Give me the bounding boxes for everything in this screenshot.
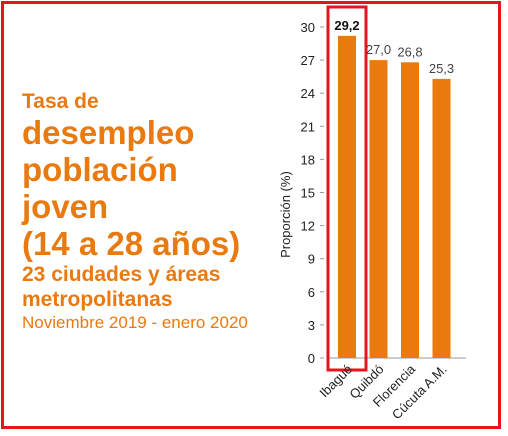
y-tick-label: 12 (301, 219, 315, 234)
y-tick-label: 21 (301, 119, 315, 134)
y-tick-label: 9 (308, 252, 315, 267)
title-line-8: Noviembre 2019 - enero 2020 (22, 313, 248, 332)
title-block: Tasa de desempleo población joven (14 a … (22, 90, 248, 333)
y-tick-label: 6 (308, 285, 315, 300)
y-tick-label: 18 (301, 152, 315, 167)
y-tick-label: 24 (301, 86, 315, 101)
bar (432, 78, 451, 359)
title-line-2: desempleo (22, 114, 195, 151)
y-axis-ticks: 0 3 6 9 12 15 18 21 24 27 30 (301, 20, 324, 366)
bar (338, 35, 356, 359)
y-tick-label: 27 (301, 53, 315, 68)
bars-group: 29,2 27,0 26,8 25,3 (326, 5, 454, 372)
bar (401, 62, 419, 358)
y-tick-label: 30 (301, 20, 315, 35)
bar (369, 60, 388, 358)
y-tick-label: 15 (301, 186, 315, 201)
bar-value-label: 27,0 (366, 42, 391, 57)
bar-value-label: 26,8 (397, 44, 422, 59)
title-line-3: población (22, 151, 178, 188)
y-axis-title: Proporción (%) (278, 171, 293, 258)
title-line-1: Tasa de (22, 90, 99, 113)
y-tick-label: 0 (308, 351, 315, 366)
title-line-4: joven (22, 188, 109, 225)
bar-value-label: 29,2 (334, 18, 359, 33)
title-line-7: metropolitanas (22, 288, 173, 311)
bar-value-label: 25,3 (429, 61, 454, 76)
title-line-5: (14 a 28 años) (22, 225, 241, 262)
outer-frame (1, 1, 501, 429)
highlight-box (326, 5, 368, 372)
y-tick-label: 3 (308, 318, 315, 333)
title-line-6: 23 ciudades y áreas (22, 263, 221, 286)
